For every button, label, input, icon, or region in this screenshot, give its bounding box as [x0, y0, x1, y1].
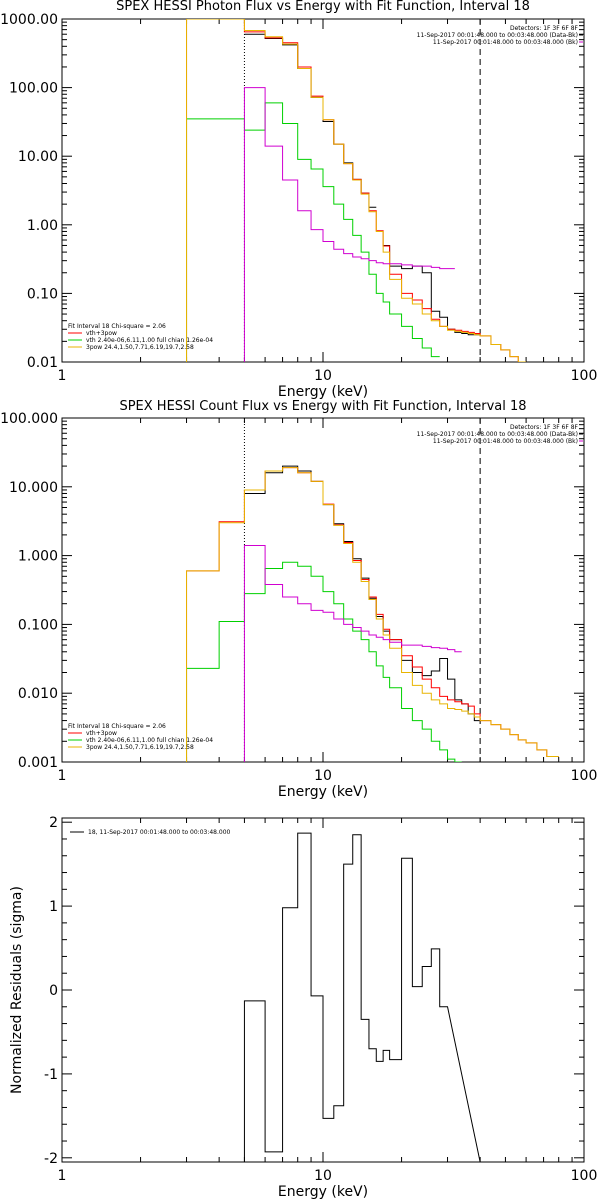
- series-vth+3pow: [186, 467, 559, 762]
- x-axis-label: Energy (keV): [278, 1184, 368, 1200]
- y-axis-label: Normalized Residuals (sigma): [9, 886, 25, 1094]
- y-tick-label: -1: [44, 1067, 58, 1083]
- series-vth+3pow: [186, 19, 527, 362]
- y-tick-label: 0.001: [18, 755, 58, 771]
- plot-panel-1: 1 10 100 0.01 0.10 1.00 10.00 100.00 1000.00 SPEX…: [0, 0, 597, 400]
- legend-text: 3pow 24.4,1.50,7.71,6.19,19.7,2.58: [86, 344, 194, 351]
- y-tick-label: 0.100: [18, 617, 58, 633]
- x-tick-label: 1: [58, 768, 67, 784]
- x-tick-label: 100: [571, 368, 598, 384]
- series-vth: [186, 561, 462, 762]
- y-tick-label: 1.00: [27, 218, 58, 234]
- y-tick-label: 100.00: [9, 81, 58, 97]
- x-tick-label: 10: [314, 1168, 332, 1184]
- y-tick-label: 2: [49, 815, 58, 831]
- series-data: [244, 465, 481, 722]
- legend-text: Fit Interval 18 Chi-square = 2.06: [68, 723, 166, 730]
- legend-text: 11-Sep-2017 00:01:48.000 to 00:03:48.000…: [417, 431, 578, 438]
- plot-frame: [61, 18, 585, 363]
- plot-content: [186, 19, 527, 362]
- legend-text: vth 2.40e-06,6.11,1.00 full chian 1.26e-…: [86, 337, 213, 344]
- y-tick-label: 1: [49, 899, 58, 915]
- series-3pow: [186, 19, 527, 362]
- y-tick-label: -2: [44, 1151, 58, 1167]
- legend-text: vth 2.40e-06,6.11,1.00 full chian 1.26e-…: [86, 737, 213, 744]
- legend-text: Fit Interval 18 Chi-square = 2.06: [68, 323, 166, 330]
- x-tick-label: 10: [314, 768, 332, 784]
- x-tick-label: 10: [314, 368, 332, 384]
- plot-content: [186, 418, 559, 762]
- series-3pow: [186, 467, 559, 762]
- y-tick-label: 1000.00: [0, 12, 58, 28]
- legend-text: Detectors: 1F 3F 6F 8F: [510, 25, 579, 32]
- y-tick-label: 0: [49, 983, 58, 999]
- series-vth: [186, 102, 440, 362]
- y-tick-label: 0.10: [27, 286, 58, 302]
- legend-text: 3pow 24.4,1.50,7.71,6.19,19.7,2.58: [86, 744, 194, 751]
- legend-text: 11-Sep-2017 00:01:48.000 to 00:03:48.000…: [433, 39, 578, 46]
- y-tick-label: 100.000: [0, 411, 58, 427]
- legend-text: vth+3pow: [86, 330, 117, 337]
- series-residuals: [243, 832, 481, 1162]
- legend-text: 18, 11-Sep-2017 00:01:48.000 to 00:03:48…: [88, 829, 231, 836]
- legend-text: 11-Sep-2017 00:01:48.000 to 00:03:48.000…: [433, 438, 578, 445]
- chart-title: SPEX HESSI Count Flux vs Energy with Fit…: [119, 399, 526, 414]
- y-tick-label: 10.000: [9, 480, 58, 496]
- y-tick-label: 0.010: [18, 686, 58, 702]
- x-tick-label: 100: [571, 768, 598, 784]
- legend-text: vth+3pow: [86, 730, 117, 737]
- legend-text: Detectors: 1F 3F 6F 8F: [510, 424, 579, 431]
- x-tick-label: 1: [58, 1168, 67, 1184]
- chart-title: SPEX HESSI Photon Flux vs Energy with Fi…: [116, 0, 530, 14]
- series-background: [243, 87, 455, 362]
- x-axis-label: Energy (keV): [278, 784, 368, 800]
- plot-panel-2: 1 10 100 0.001 0.010 0.100 1.000 10.000 100.000 S…: [0, 399, 597, 800]
- legend-text: 11-Sep-2017 00:01:48.000 to 00:03:48.000…: [417, 32, 578, 39]
- plot-panel-3: 1 10 100 -2 -1 0 1 2 Energy (keV) Normalized Resi…: [9, 815, 597, 1200]
- x-tick-label: 100: [571, 1168, 598, 1184]
- x-axis-label: Energy (keV): [278, 384, 368, 400]
- y-tick-label: 0.01: [27, 355, 58, 371]
- y-tick-label: 10.00: [18, 149, 58, 165]
- x-tick-label: 1: [58, 368, 67, 384]
- plot-content: [243, 832, 481, 1162]
- series-background: [243, 545, 462, 762]
- y-tick-label: 1.000: [18, 549, 58, 565]
- series-data: [244, 33, 481, 336]
